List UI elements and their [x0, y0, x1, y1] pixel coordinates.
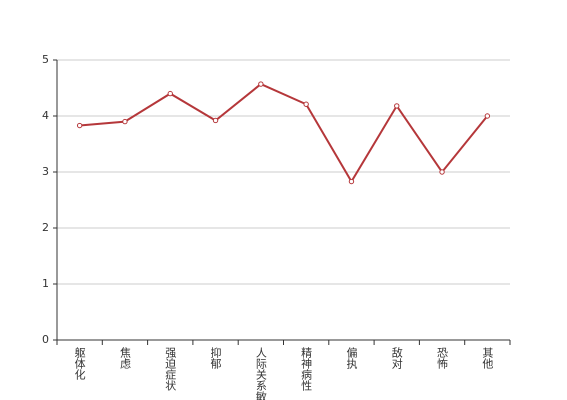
point: [167, 90, 173, 97]
point: [303, 101, 309, 107]
x-tick-label: 人际关系敏感: [254, 347, 267, 400]
y-tick-label: 4: [42, 109, 49, 122]
point: [484, 113, 491, 119]
x-tick-label: 躯体化: [73, 347, 86, 381]
point: [212, 117, 219, 124]
x-tick-label: 焦虑: [118, 347, 131, 369]
point: [122, 118, 128, 125]
y-tick-label: 1: [42, 277, 49, 290]
point: [258, 81, 264, 87]
x-tick-label: 强迫症状: [164, 347, 177, 391]
y-tick-label: 3: [42, 165, 49, 178]
y-tick-label: 5: [42, 53, 49, 66]
x-tick-label: 抑郁: [209, 346, 222, 369]
x-tick-label: 恐怖: [436, 347, 449, 369]
point: [76, 122, 83, 129]
point: [394, 103, 400, 109]
y-tick-label: 0: [42, 333, 49, 346]
x-tick-label: 精神病性: [300, 347, 313, 392]
x-tick-label: 偏执: [345, 346, 358, 370]
x-tick-label: 敌对: [390, 346, 403, 369]
series-line: [79, 82, 489, 184]
point: [439, 169, 445, 175]
y-tick-label: 2: [42, 221, 49, 234]
x-tick-label: 其他: [481, 347, 494, 369]
point: [348, 178, 355, 185]
